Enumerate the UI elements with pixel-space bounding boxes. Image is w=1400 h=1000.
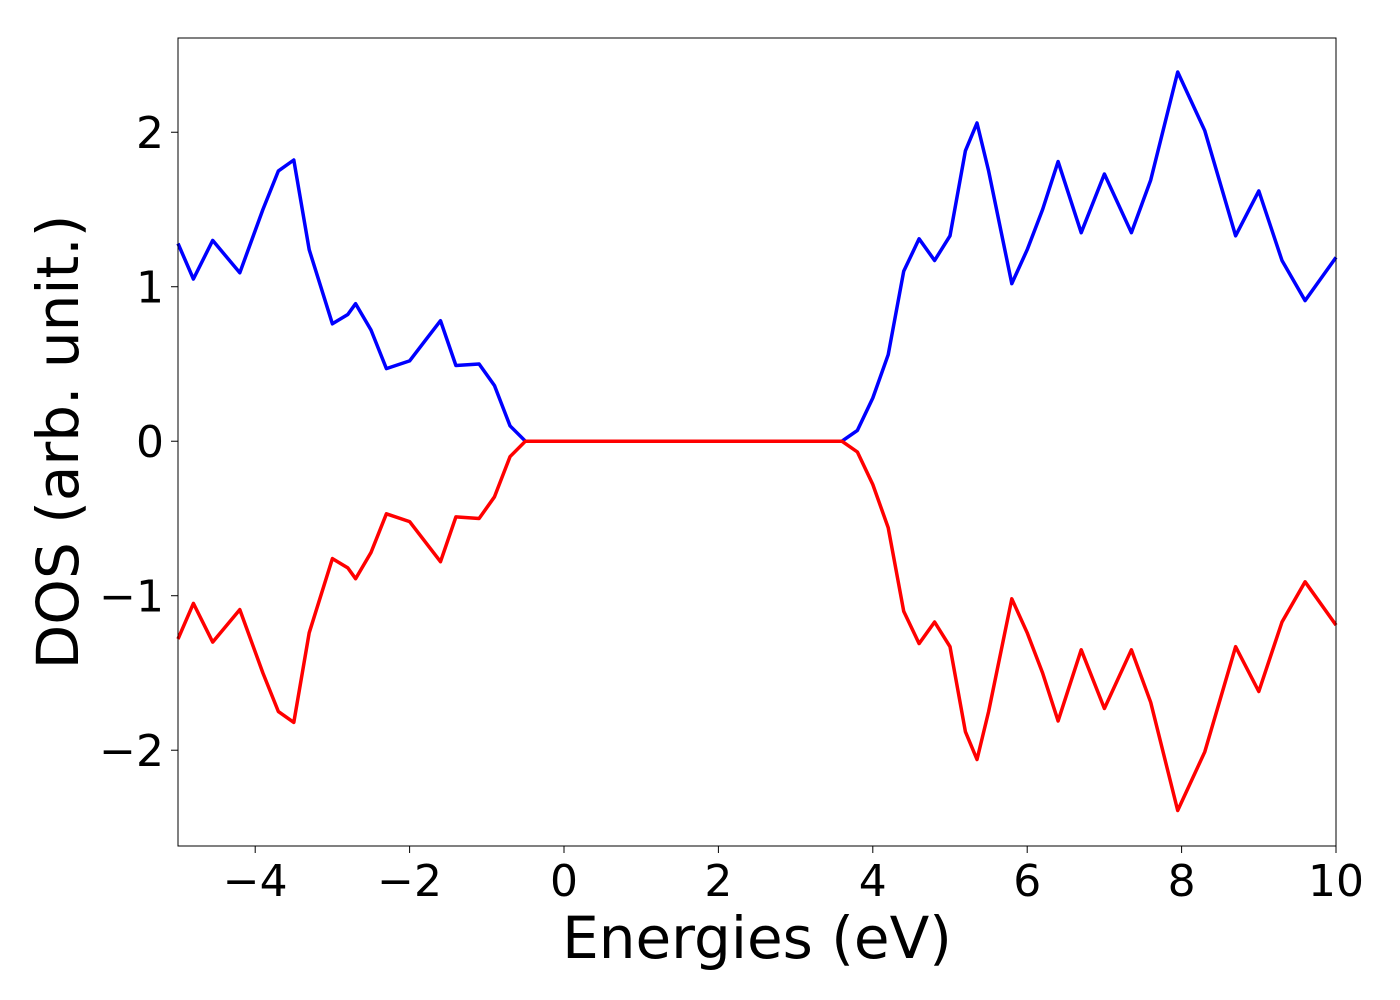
y-tick-label: 0 xyxy=(136,417,164,468)
y-tick-label: 1 xyxy=(136,263,164,314)
y-axis-label: DOS (arb. unit.) xyxy=(24,215,92,670)
y-tick-label: −2 xyxy=(99,726,164,777)
series-line xyxy=(176,70,1338,443)
y-tick-label: 2 xyxy=(136,108,164,159)
y-tick-label: −1 xyxy=(99,572,164,623)
x-tick-label: 10 xyxy=(1308,856,1364,907)
x-tick-label: 6 xyxy=(1013,856,1041,907)
x-tick-label: −4 xyxy=(223,856,288,907)
x-tick-label: 8 xyxy=(1168,856,1196,907)
x-tick-label: −2 xyxy=(377,856,442,907)
x-tick-label: 2 xyxy=(704,856,732,907)
plot-frame xyxy=(177,37,1337,847)
x-tick-label: 0 xyxy=(550,856,578,907)
series-line xyxy=(176,439,1338,813)
x-axis-label: Energies (eV) xyxy=(562,904,952,972)
x-tick-label: 4 xyxy=(859,856,887,907)
